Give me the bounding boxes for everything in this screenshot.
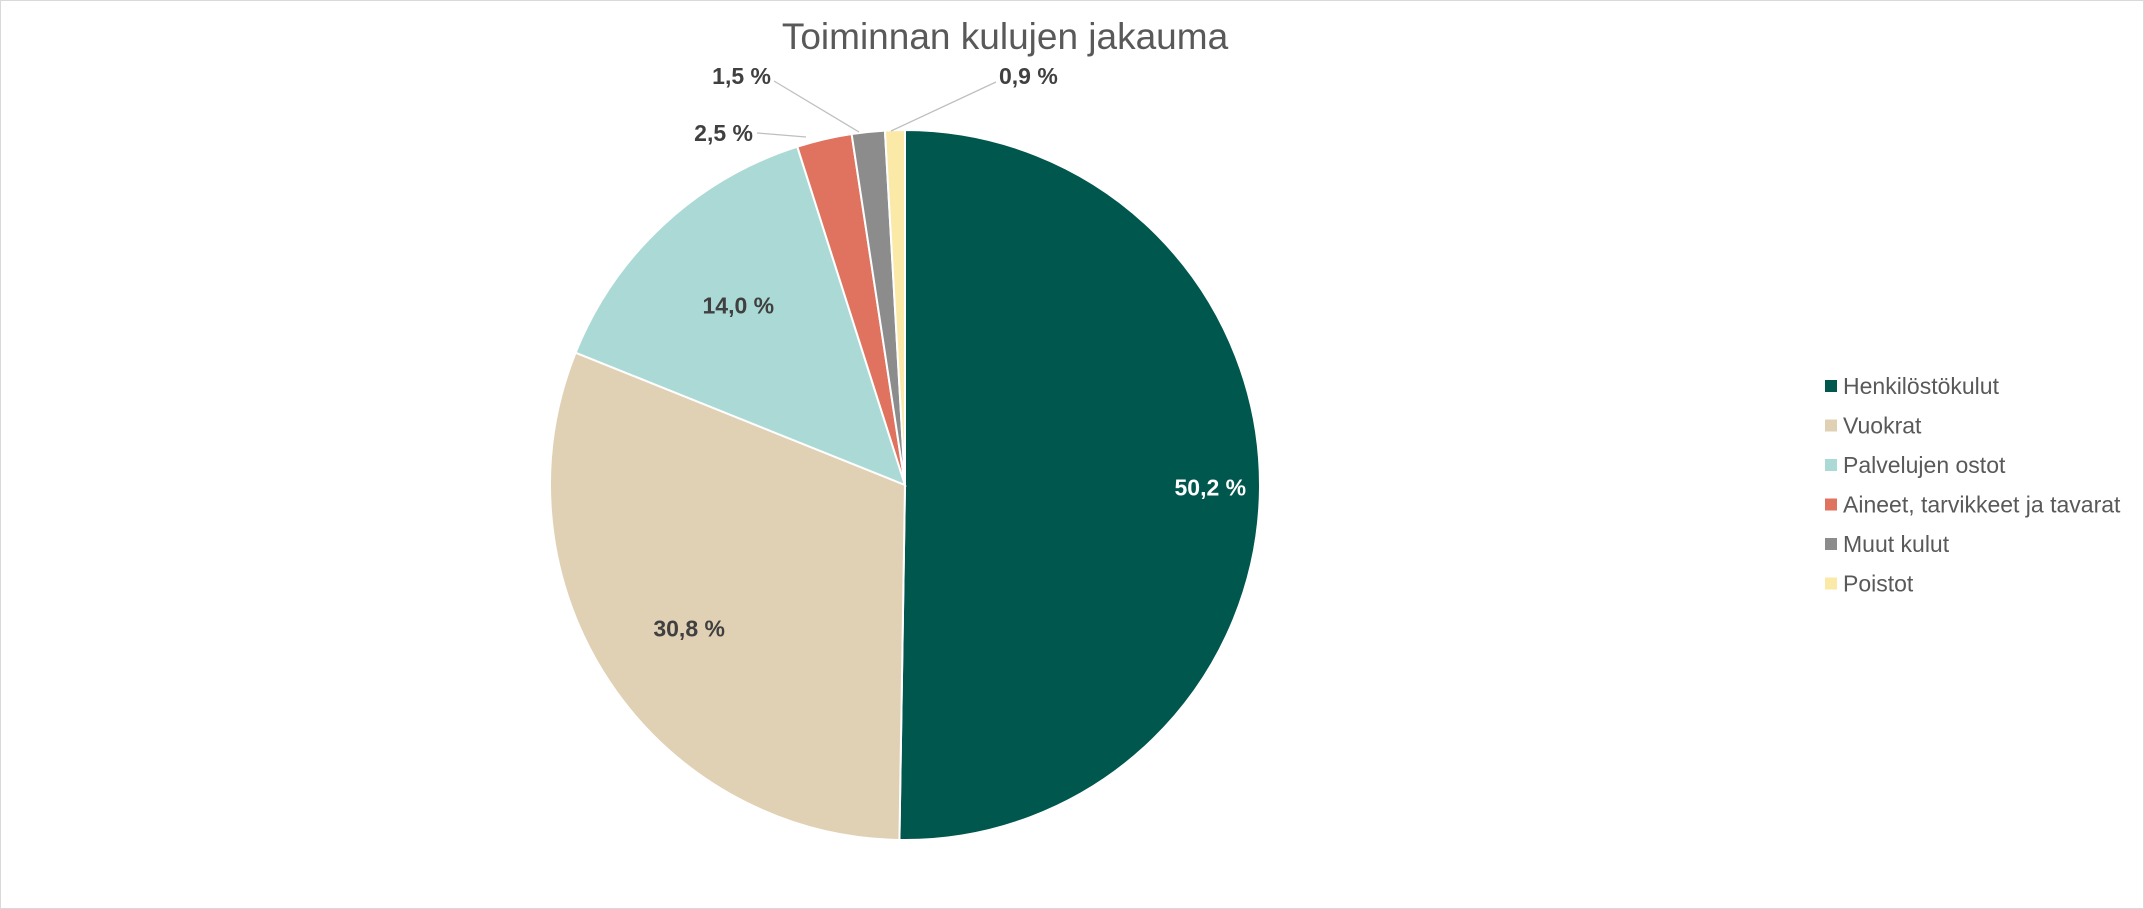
- data-labels: 50,2 % 30,8 % 14,0 % 2,5 % 1,5 % 0,9 %: [653, 63, 1246, 641]
- legend-label-vuokrat: Vuokrat: [1843, 413, 1922, 439]
- legend-label-muut-kulut: Muut kulut: [1843, 531, 1950, 557]
- pie-slices: [549, 128, 1261, 841]
- legend: Henkilöstökulut Vuokrat Palvelujen ostot Ai…: [1825, 373, 2121, 597]
- legend-swatch-aineet-tarvikkeet-ja-tavarat: [1825, 498, 1837, 511]
- legend-swatch-palvelujen-ostot: [1825, 459, 1837, 471]
- leader-lines: [756, 80, 997, 138]
- legend-swatch-vuokrat: [1825, 419, 1837, 432]
- leader-line-poistot: [890, 81, 997, 132]
- legend-label-palvelujen-ostot: Palvelujen ostot: [1843, 452, 2006, 478]
- data-label-aineet-tarvikkeet-ja-tavarat: 2,5 %: [694, 120, 753, 146]
- pie-slice-henkilostokulut: [898, 128, 1261, 841]
- pie-slice-vuokrat: [549, 351, 907, 841]
- data-label-poistot: 0,9 %: [999, 63, 1058, 89]
- legend-swatch-muut-kulut: [1825, 538, 1837, 550]
- pie-slice-palvelujen-ostot: [574, 145, 907, 487]
- pie-slice-poistot: [883, 128, 906, 486]
- data-label-henkilostokulut: 50,2 %: [1174, 474, 1246, 500]
- legend-swatch-henkilostokulut: [1825, 380, 1837, 392]
- data-label-palvelujen-ostot: 14,0 %: [703, 293, 775, 319]
- chart-title: Toiminnan kulujen jakauma: [782, 16, 1229, 57]
- legend-label-henkilostokulut: Henkilöstökulut: [1843, 373, 2000, 399]
- data-label-muut-kulut: 1,5 %: [712, 63, 771, 89]
- leader-line-aineet-tarvikkeet-ja-tavarat: [756, 132, 807, 138]
- data-label-vuokrat: 30,8 %: [653, 615, 725, 641]
- legend-swatch-poistot: [1825, 577, 1837, 590]
- leader-line-muut-kulut: [773, 80, 860, 133]
- legend-label-aineet-tarvikkeet-ja-tavarat: Aineet, tarvikkeet ja tavarat: [1843, 492, 2121, 518]
- legend-label-poistot: Poistot: [1843, 571, 1914, 597]
